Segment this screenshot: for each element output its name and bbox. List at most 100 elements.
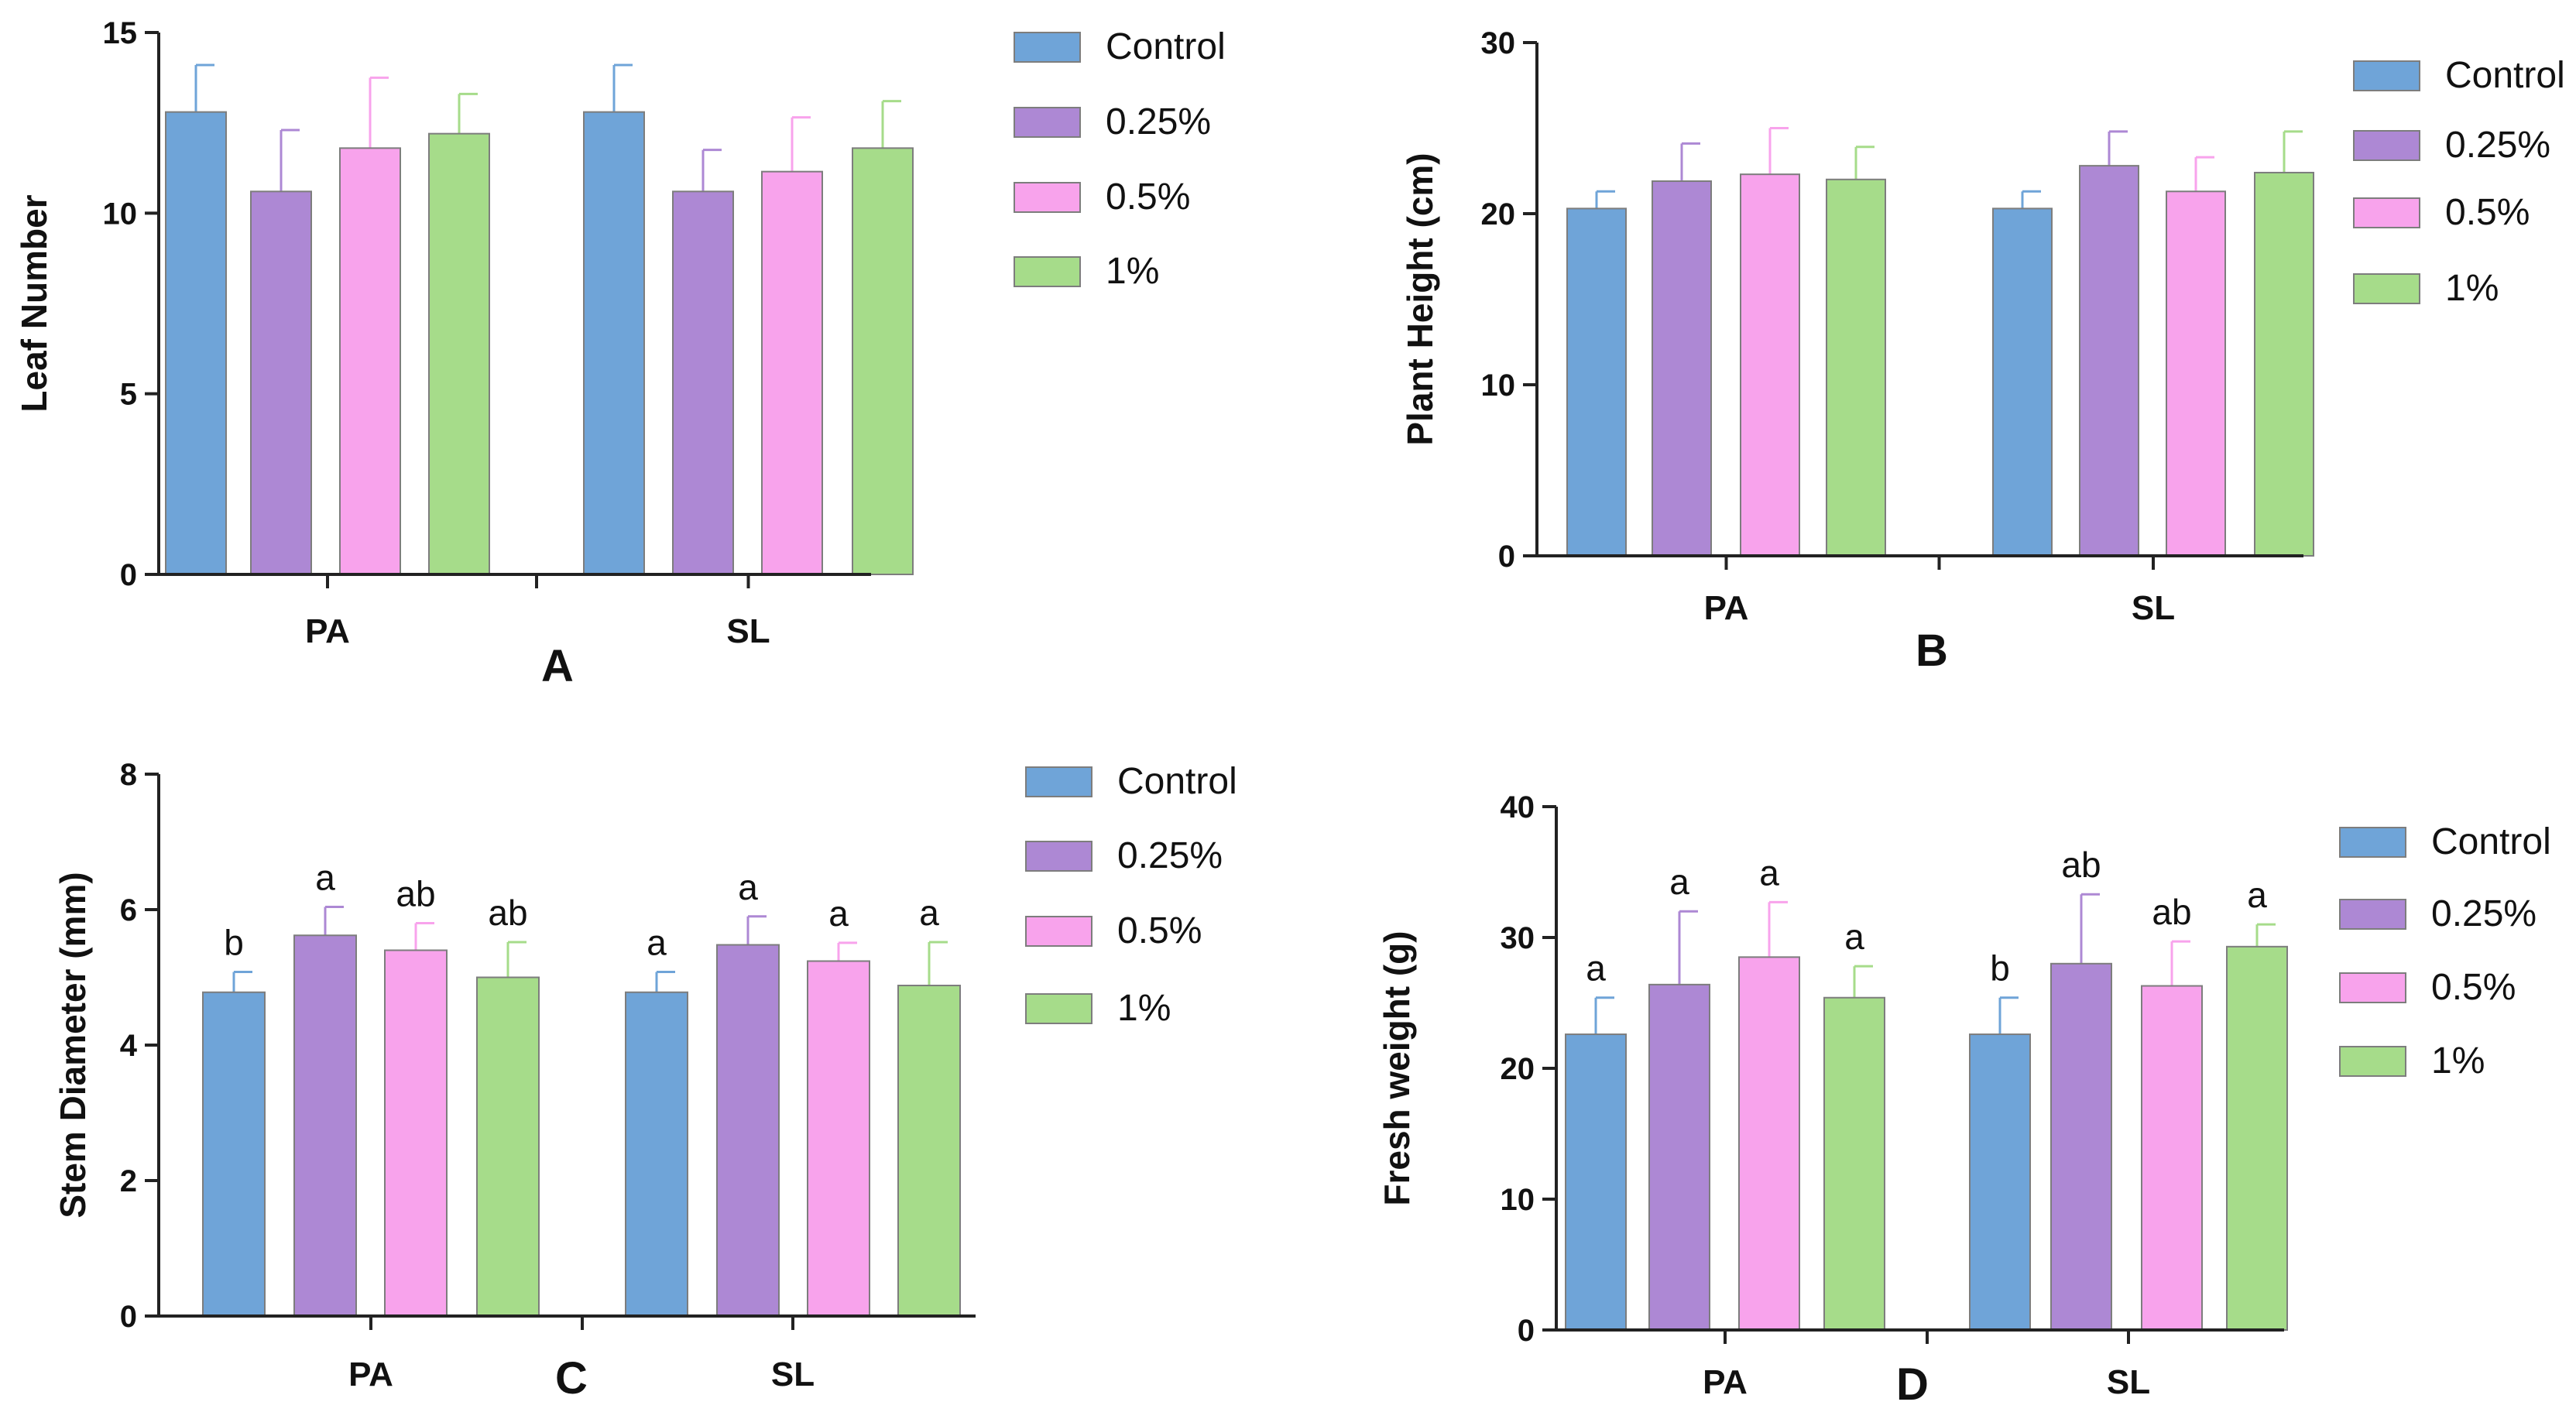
legend-label: 0.5% [1117,910,1202,951]
bar [384,949,448,1317]
bar [672,190,734,575]
bar [761,170,823,575]
bar [428,132,490,575]
x-tick-label: SL [2107,1363,2150,1401]
y-axis-label: Stem Diameter (mm) [53,872,93,1218]
legend-label: 0.25% [2431,893,2537,934]
legend-swatch [1014,256,1081,287]
bar [1566,207,1627,557]
x-tick-label: SL [726,612,770,650]
bar [625,991,688,1317]
legend-swatch [2339,899,2406,930]
y-tick-label: 20 [1501,1052,1535,1086]
bar [852,147,914,576]
bar [1992,207,2053,557]
legend-swatch [1014,32,1081,63]
bar [339,147,401,576]
legend-swatch [2353,60,2420,91]
legend-swatch [1025,841,1092,872]
legend-swatch [1014,182,1081,213]
legend-swatch [1025,993,1092,1024]
bar [2166,190,2226,557]
bar [1823,996,1885,1331]
y-tick-label: 5 [120,378,137,412]
bar [1565,1033,1627,1332]
significance-label: a [1759,852,1779,893]
significance-label: a [1844,917,1864,957]
x-tick-label: PA [1703,1363,1748,1401]
panel-letter: A [541,641,574,691]
y-tick-label: 2 [120,1164,137,1198]
bar [250,190,312,575]
legend-swatch [2353,197,2420,228]
bar [293,934,357,1317]
legend-swatch [1025,916,1092,947]
legend-label: 0.25% [1106,101,1211,142]
chart-panel-b: 0 10 20 30 PA SL Plant Height (cm) B Control 0.25… [1400,26,2565,676]
legend-swatch [1025,766,1092,797]
bar [583,111,645,575]
legend-swatch [2353,130,2420,161]
y-tick-label: 40 [1501,790,1535,824]
x-tick-label: SL [2132,589,2175,627]
legend-swatch [2339,972,2406,1003]
bar [1740,173,1800,557]
y-tick-label: 10 [1501,1183,1535,1217]
legend-swatch [2353,273,2420,304]
y-axis-label: Leaf Number [14,194,54,412]
x-tick-label: PA [348,1356,393,1393]
legend-swatch [2339,827,2406,858]
bar [897,985,961,1317]
bar [1738,956,1800,1331]
chart-panel-c: b a a a ab a ab a 0 2 4 6 8 PA SL Stem Diameter (mm) C Co… [53,758,1237,1404]
y-tick-label: 0 [1518,1314,1535,1348]
significance-label: a [828,893,849,934]
bar [2079,165,2139,557]
bar [2226,945,2288,1331]
y-tick-label: 4 [120,1029,138,1063]
significance-label: a [738,867,758,907]
significance-label: a [315,858,335,898]
y-tick-label: 30 [1501,921,1535,955]
significance-label: ab [488,893,527,933]
legend-swatch [1014,107,1081,138]
legend-label: 0.5% [1106,177,1190,218]
x-tick-label: PA [1704,589,1749,627]
y-tick-label: 0 [120,558,137,592]
legend-label: Control [1106,26,1226,67]
bar [1652,180,1712,557]
significance-label: b [1990,948,2010,989]
legend-label: 1% [2431,1040,2485,1081]
legend-label: 0.5% [2431,967,2516,1008]
bar [1826,178,1886,557]
bar [2050,962,2112,1332]
bar [2141,985,2203,1332]
x-tick-label: PA [305,612,350,650]
panel-letter: B [1916,626,1948,676]
y-axis-label: Fresh weight (g) [1377,931,1417,1205]
significance-label: a [1586,948,1606,989]
y-tick-label: 0 [1498,540,1515,574]
bar [716,944,780,1317]
legend-swatch [2339,1046,2406,1077]
x-tick-label: SL [771,1356,815,1393]
legend-label: Control [1117,761,1237,802]
bar [2254,171,2314,557]
legend-label: 1% [1117,988,1171,1029]
panel-letter: C [555,1353,588,1404]
bar [807,960,870,1317]
significance-label: b [224,923,244,963]
y-tick-label: 30 [1481,26,1516,60]
bar [202,991,266,1317]
significance-label: ab [2152,892,2191,932]
legend-label: Control [2431,821,2551,862]
chart-panel-a: 0 5 10 15 PA SL Leaf Number A Control 0.25% 0.5% 1% [14,16,1226,691]
significance-label: a [1669,862,1689,902]
y-tick-label: 0 [120,1300,137,1334]
legend-label: 1% [2445,268,2499,309]
legend-label: 0.25% [1117,835,1223,876]
panel-letter: D [1896,1359,1929,1410]
legend-label: 0.25% [2445,125,2550,166]
bar [1969,1033,2031,1332]
